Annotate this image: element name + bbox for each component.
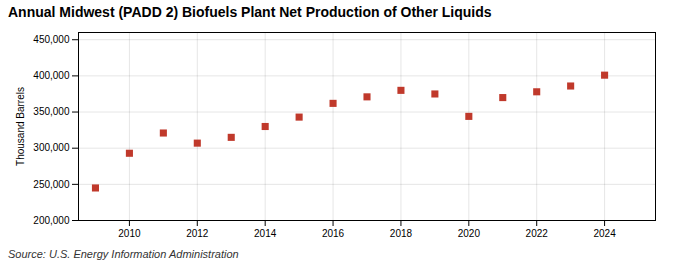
svg-text:350,000: 350,000 [33, 106, 70, 117]
svg-text:Thousand Barrels: Thousand Barrels [15, 87, 26, 166]
svg-text:2024: 2024 [593, 228, 616, 239]
svg-text:2014: 2014 [254, 228, 277, 239]
svg-text:400,000: 400,000 [33, 70, 70, 81]
html-text:Source: U.S. Energy Informatio: Source: U.S. Energy Information Administ… [8, 248, 239, 260]
svg-text:2012: 2012 [186, 228, 209, 239]
svg-text:2018: 2018 [390, 228, 413, 239]
svg-text:2016: 2016 [322, 228, 345, 239]
svg-text:200,000: 200,000 [33, 215, 70, 226]
svg-text:300,000: 300,000 [33, 142, 70, 153]
html-text:Annual Midwest (PADD 2) Biofue: Annual Midwest (PADD 2) Biofuels Plant N… [8, 4, 492, 20]
svg-text:2020: 2020 [458, 228, 481, 239]
svg-text:2022: 2022 [526, 228, 549, 239]
svg-text:2010: 2010 [118, 228, 141, 239]
svg-text:450,000: 450,000 [33, 34, 70, 45]
svg-text:250,000: 250,000 [33, 179, 70, 190]
